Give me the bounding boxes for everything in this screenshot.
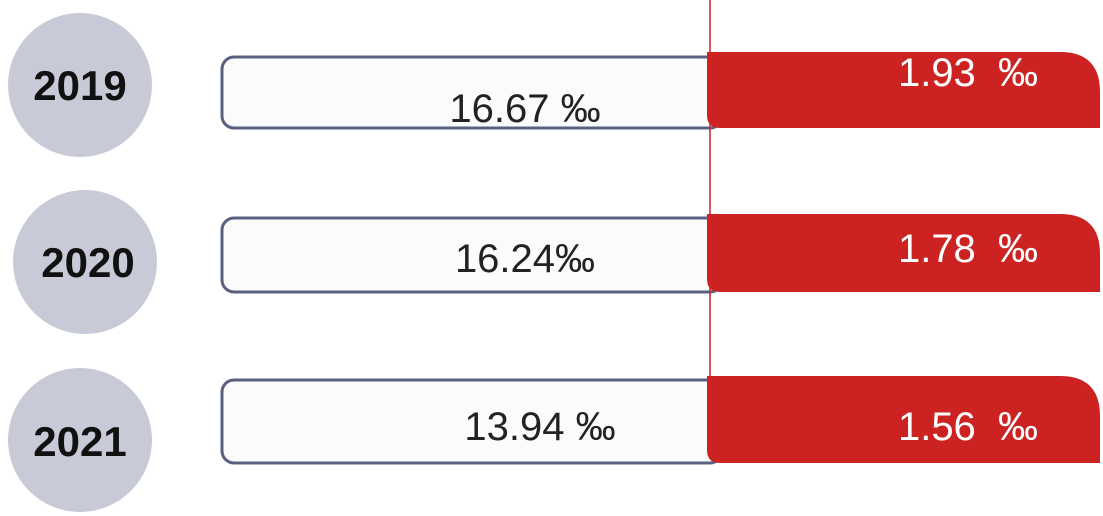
left-value: 13.94 ‰ [464, 405, 615, 449]
year-label: 2021 [33, 418, 126, 465]
right-value: 1.56 ‰ [898, 405, 1038, 449]
year-circle [13, 190, 157, 334]
right-box [707, 376, 1100, 463]
year-circle [8, 13, 152, 157]
right-value: 1.78 ‰ [898, 227, 1038, 271]
right-box [707, 214, 1100, 292]
row: 2019 16.67 ‰ 1.93 ‰ [8, 13, 1100, 157]
right-box [707, 52, 1100, 128]
year-label: 2019 [33, 62, 126, 109]
row: 2020 16.24‰ 1.78 ‰ [13, 190, 1100, 334]
year-circle [8, 368, 152, 512]
left-value: 16.24‰ [455, 237, 595, 281]
year-label: 2020 [41, 239, 134, 286]
right-value: 1.93 ‰ [898, 51, 1038, 95]
row: 2021 13.94 ‰ 1.56 ‰ [8, 368, 1100, 512]
left-value: 16.67 ‰ [449, 87, 600, 131]
